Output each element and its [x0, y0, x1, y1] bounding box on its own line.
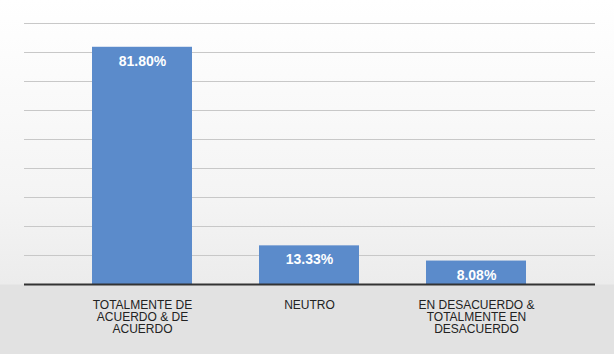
svg-text:TOTALMENTE DEACUERDO & DEACUER: TOTALMENTE DEACUERDO & DEACUERDO [93, 298, 193, 336]
svg-text:81.80%: 81.80% [119, 53, 167, 69]
svg-text:NEUTRO: NEUTRO [284, 298, 335, 312]
svg-text:13.33%: 13.33% [286, 251, 334, 267]
svg-text:EN DESACUERDO &TOTALMENTE ENDE: EN DESACUERDO &TOTALMENTE ENDESACUERDO [418, 298, 534, 336]
svg-text:8.08%: 8.08% [457, 267, 497, 283]
